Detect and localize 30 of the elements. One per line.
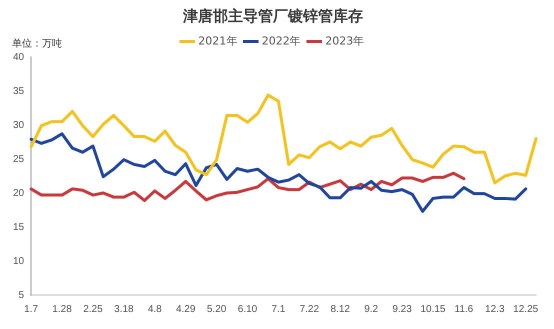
y-tick-label: 30 xyxy=(13,120,25,131)
x-tick-label: 12.25 xyxy=(513,304,539,315)
x-tick-label: 4.29 xyxy=(176,304,196,315)
x-tick-label: 3.18 xyxy=(114,304,134,315)
x-tick-label: 9.2 xyxy=(364,304,379,315)
y-tick-label: 20 xyxy=(13,188,25,199)
x-tick-label: 7.1 xyxy=(271,304,286,315)
y-tick-label: 25 xyxy=(13,154,25,165)
x-tick-label: 1.7 xyxy=(24,304,39,315)
legend-label: 2021年 xyxy=(198,34,238,48)
x-tick-label: 1.28 xyxy=(52,304,72,315)
y-tick-label: 15 xyxy=(13,222,25,233)
legend-label: 2022年 xyxy=(262,34,301,48)
x-tick-label: 5.20 xyxy=(206,304,227,315)
y-tick-label: 5 xyxy=(18,290,25,301)
x-tick-label: 10.15 xyxy=(420,304,446,315)
x-tick-label: 7.22 xyxy=(300,304,320,315)
y-tick-label: 40 xyxy=(13,52,25,63)
x-tick-label: 11.6 xyxy=(454,304,474,315)
x-tick-label: 8.12 xyxy=(330,304,350,315)
x-tick-label: 2.25 xyxy=(83,304,104,315)
x-tick-label: 9.23 xyxy=(392,304,412,315)
x-tick-label: 12.3 xyxy=(485,304,505,315)
x-tick-label: 4.8 xyxy=(148,304,162,315)
chart-title: 津唐邯主导管厂镀锌管库存 xyxy=(182,6,363,25)
x-tick-label: 6.10 xyxy=(238,304,258,315)
legend-label: 2023年 xyxy=(325,34,364,48)
y-tick-label: 35 xyxy=(13,86,25,97)
y-axis-title: 单位：万吨 xyxy=(12,38,62,50)
y-tick-label: 10 xyxy=(13,256,25,267)
